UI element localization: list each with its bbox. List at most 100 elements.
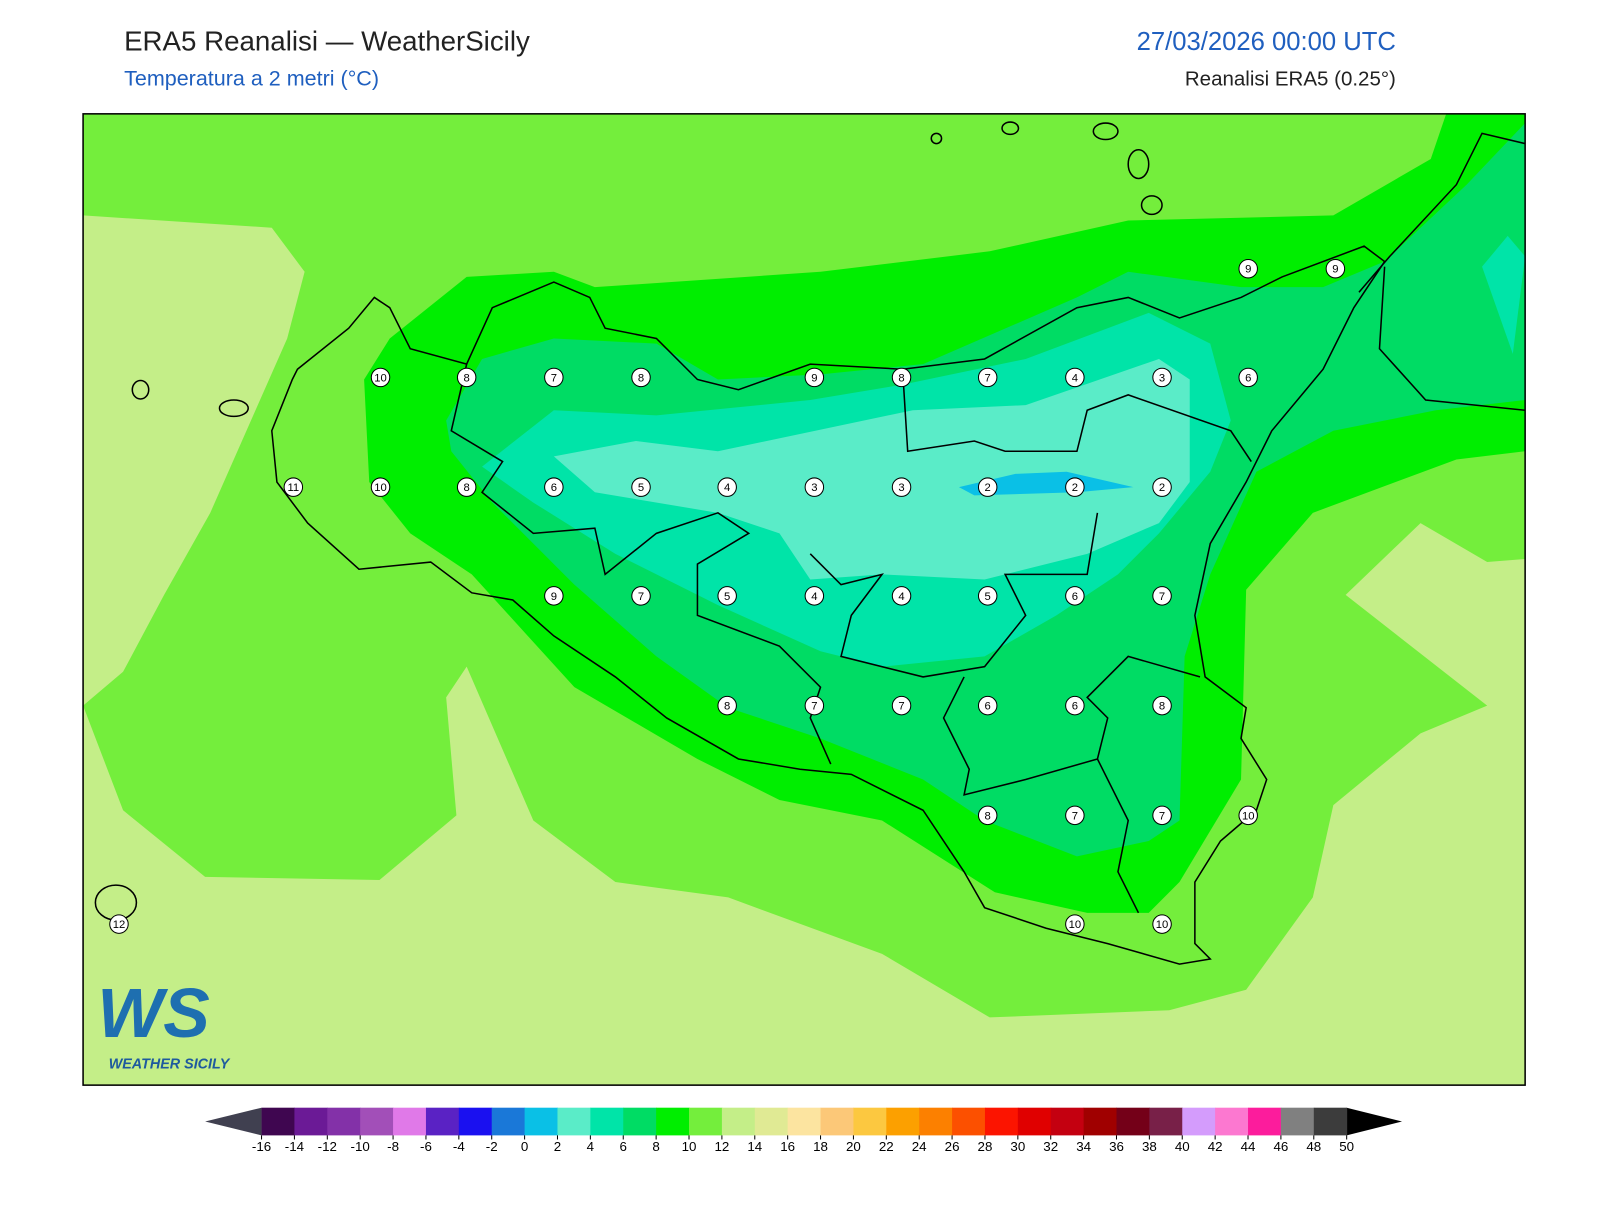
colorbar-swatch <box>524 1107 558 1136</box>
colorbar-tick-label: 30 <box>1010 1139 1025 1154</box>
station-marker <box>804 367 825 388</box>
colorbar-swatch <box>623 1107 657 1136</box>
station-marker <box>717 477 737 497</box>
station-marker <box>1152 695 1172 716</box>
station: 7 <box>977 367 998 388</box>
station-marker <box>891 586 912 606</box>
station-value: 3 <box>1159 372 1165 384</box>
colorbar-swatch <box>754 1107 789 1136</box>
colorbar-tick-label: 46 <box>1273 1139 1288 1154</box>
colorbar-tick-label: 0 <box>521 1139 528 1154</box>
colorbar-swatch <box>1280 1107 1315 1136</box>
colorbar-swatch <box>1083 1107 1118 1136</box>
station: 6 <box>1238 367 1258 388</box>
station-marker <box>1238 258 1258 279</box>
colorbar-swatch <box>1050 1107 1085 1136</box>
station-marker <box>456 367 477 388</box>
map-frame <box>82 113 1526 1086</box>
station-marker <box>977 477 998 497</box>
station: 5 <box>631 477 651 497</box>
station: 8 <box>1152 695 1172 716</box>
subtitle: Temperatura a 2 metri (°C) <box>124 67 379 91</box>
station-value: 7 <box>1159 810 1165 822</box>
logo-caption: WEATHER SICILY <box>109 1056 231 1072</box>
station-marker <box>977 367 998 388</box>
station-values: 10 8 7 8 9 8 7 4 3 6 9 9 11 10 8 6 5 4 3 3 2 2 2 9 7 5 4 4 5 6 7 8 7 7 6 6 8… <box>109 258 1346 934</box>
station-marker <box>1065 805 1085 826</box>
colorbar-swatch <box>425 1107 460 1136</box>
station-value: 10 <box>1242 810 1255 822</box>
station: 2 <box>977 477 998 497</box>
station: 8 <box>631 367 651 388</box>
station: 3 <box>1152 367 1172 388</box>
station-marker <box>891 695 912 716</box>
station-marker <box>804 586 825 606</box>
station-value: 4 <box>898 591 904 603</box>
colorbar-tick-label: 4 <box>587 1139 595 1154</box>
station: 4 <box>717 477 737 497</box>
station-value: 10 <box>1156 919 1169 931</box>
station: 4 <box>1065 367 1085 388</box>
colorbar: -16 -14 -12 -10 -8 -6 -4 -2 0 2 4 6 8 10 12 14 16 18 20 22 2… <box>205 1107 1403 1154</box>
colorbar-tick-label: 24 <box>912 1139 927 1154</box>
station-marker <box>1152 477 1172 497</box>
colorbar-tick-label: 44 <box>1241 1139 1256 1154</box>
station-marker <box>456 477 477 497</box>
station: 11 <box>283 477 304 497</box>
source: Reanalisi ERA5 (0.25°) <box>1185 67 1396 90</box>
station-value: 8 <box>638 372 644 384</box>
station-marker <box>1238 367 1258 388</box>
station: 7 <box>631 586 651 606</box>
station-value: 8 <box>1159 701 1165 713</box>
station-marker <box>977 586 998 606</box>
colorbar-swatch <box>491 1107 526 1136</box>
station-marker <box>1152 367 1172 388</box>
station-value: 2 <box>1159 482 1165 494</box>
station-value: 10 <box>374 372 387 384</box>
colorbar-swatch <box>689 1107 723 1136</box>
station-value: 7 <box>638 591 644 603</box>
station-value: 6 <box>985 701 991 713</box>
colorbar-swatch <box>360 1107 394 1136</box>
colorbar-over <box>1346 1107 1403 1136</box>
station: 6 <box>1065 586 1085 606</box>
colorbar-swatch <box>984 1107 1019 1136</box>
colorbar-tick-label: 10 <box>682 1139 697 1154</box>
colorbar-swatch <box>886 1107 920 1136</box>
station-marker <box>891 477 912 497</box>
station: 7 <box>804 695 825 716</box>
colorbar-tick-label: -8 <box>387 1139 399 1154</box>
colorbar-tick-label: 12 <box>714 1139 729 1154</box>
station: 8 <box>456 367 477 388</box>
station-value: 5 <box>724 591 730 603</box>
station: 7 <box>1065 805 1085 826</box>
station-value: 3 <box>811 482 817 494</box>
colorbar-swatch <box>327 1107 361 1136</box>
station-value: 6 <box>1072 591 1078 603</box>
station-marker <box>370 367 391 388</box>
colorbar-swatch <box>458 1107 493 1136</box>
station-value: 8 <box>985 810 991 822</box>
colorbar-swatch <box>1248 1107 1282 1136</box>
station-value: 4 <box>724 482 730 494</box>
station-value: 9 <box>1332 264 1338 276</box>
station-marker <box>1152 805 1172 826</box>
colorbar-tick-label: 20 <box>846 1139 861 1154</box>
station-value: 8 <box>898 372 904 384</box>
station-marker <box>977 695 998 716</box>
colorbar-tick-label: -12 <box>318 1139 337 1154</box>
colorbar-tick-label: 8 <box>652 1139 659 1154</box>
station-value: 10 <box>374 482 387 494</box>
station-value: 8 <box>724 701 730 713</box>
colorbar-tick-label: 28 <box>978 1139 993 1154</box>
colorbar-swatch <box>1149 1107 1183 1136</box>
station-marker <box>1065 914 1085 934</box>
station: 7 <box>1152 805 1172 826</box>
station-value: 3 <box>898 482 904 494</box>
colorbar-tick-label: 26 <box>945 1139 960 1154</box>
temperature-field <box>83 113 1526 1086</box>
logo: WS WEATHER SICILY <box>97 974 230 1073</box>
colorbar-swatch <box>1116 1107 1150 1136</box>
station-marker <box>631 586 651 606</box>
station-value: 7 <box>551 372 557 384</box>
